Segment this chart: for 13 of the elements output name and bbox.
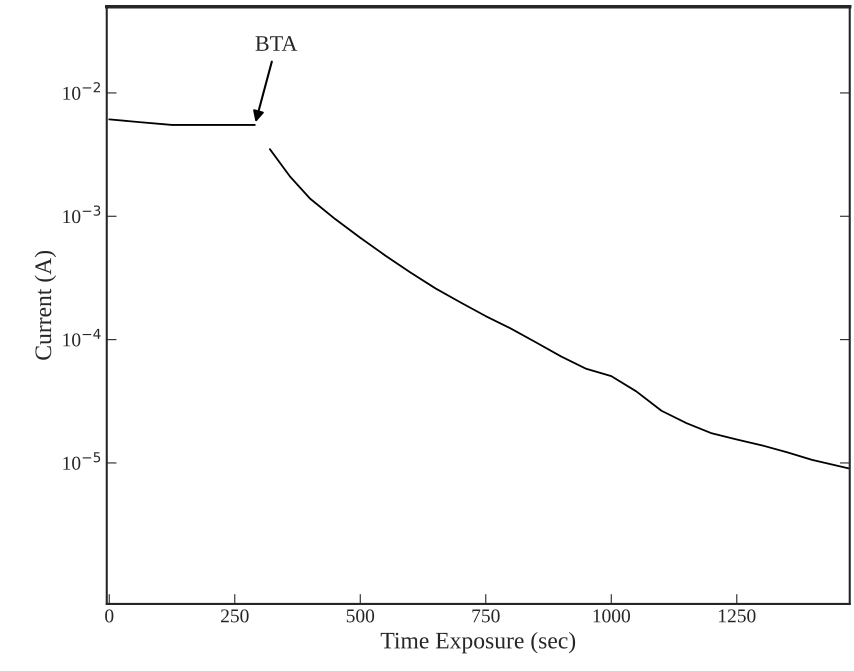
x-tick-label: 250	[221, 609, 249, 622]
annotation: BTA	[255, 36, 298, 51]
y-tick-label: 10$^{−4}$	[63, 328, 101, 346]
y-tick-label: 10$^{−2}$	[63, 82, 100, 100]
y-tick-label: 10$^{−3}$	[63, 205, 100, 224]
x-tick-label: 500	[346, 609, 374, 622]
x-tick-label: 1250	[719, 609, 756, 622]
x-tick-label: 750	[472, 609, 500, 622]
x-tick-label: 0	[105, 609, 114, 622]
x-tick-label: 1000	[594, 609, 630, 622]
y-axis-title: Current (A)	[34, 250, 56, 360]
y-tick-label: 10$^{−5}$	[63, 452, 100, 470]
x-axis-title: Time Exposure (sec)	[380, 632, 576, 654]
